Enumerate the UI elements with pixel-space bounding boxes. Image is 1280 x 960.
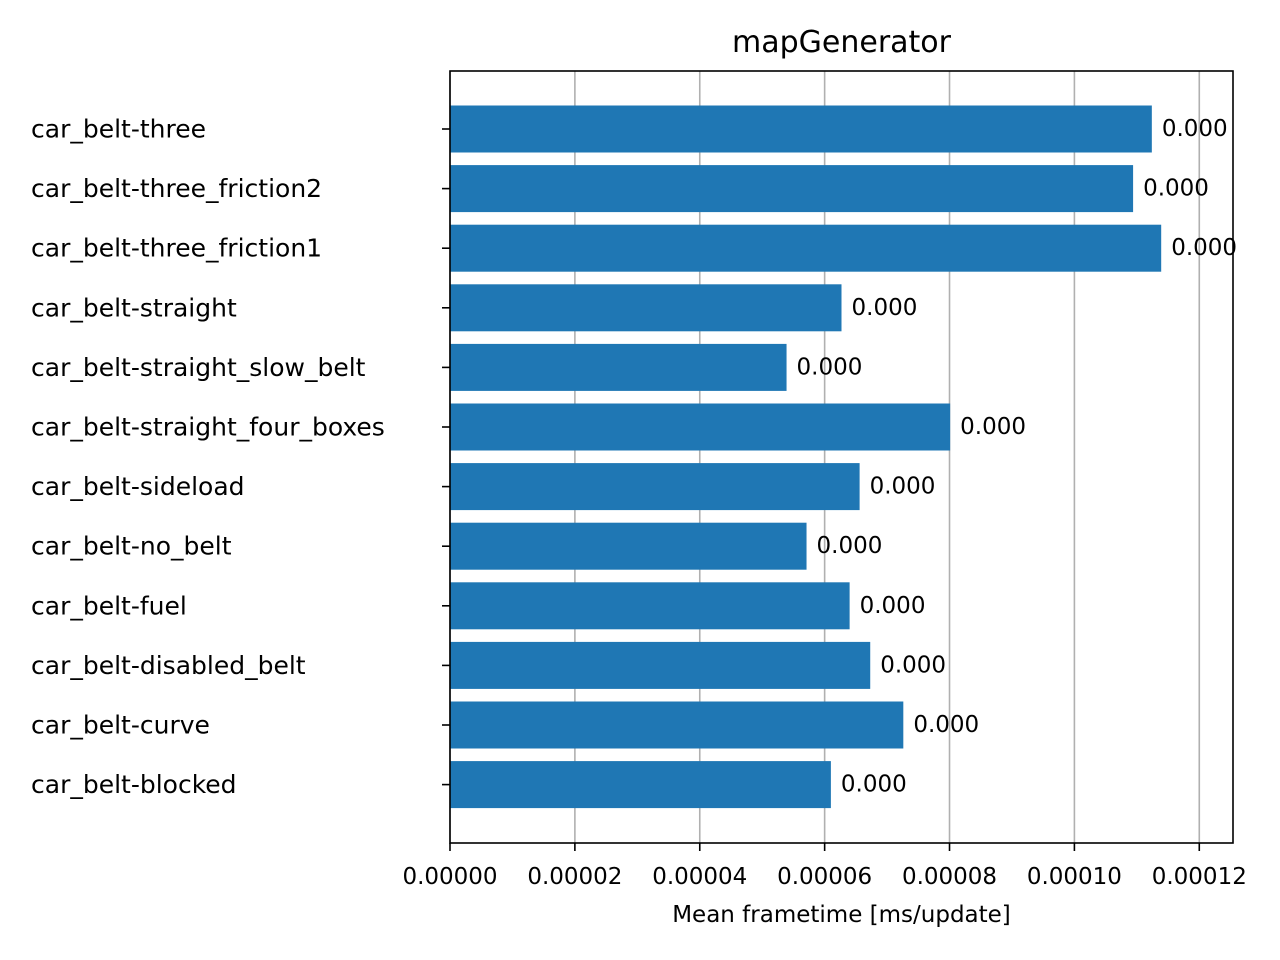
data-label: 0.000 [852,295,918,321]
data-label: 0.000 [841,772,907,798]
x-axis-label: Mean frametime [ms/update] [672,902,1011,928]
x-tick-label: 0.00010 [1027,864,1122,890]
bar [450,343,787,391]
bar [450,224,1162,272]
y-axis: car_belt-three car_belt-three_friction2ca… [31,115,450,799]
x-tick-label: 0.00008 [902,864,997,890]
bar [450,403,951,451]
y-tick-label: car_belt-three_friction1 [31,234,322,263]
x-tick-label: 0.00000 [402,864,497,890]
y-tick-label: car_belt-straight_four_boxes [31,413,385,442]
y-tick-label: car_belt-three [31,115,206,144]
y-tick-label: car_belt-straight_slow_belt [31,353,366,382]
y-tick-label: car_belt-straight [31,293,237,322]
x-axis: 0.00000 0.00002 0.00004 0.00006 0.00008 0.000… [402,843,1247,890]
bar [450,641,871,689]
y-tick-label: car_belt-sideload [31,472,245,501]
data-label: 0.000 [1143,176,1209,202]
y-tick-label: car_belt-fuel [31,591,187,620]
plot-frame [449,70,1234,844]
data-label: 0.000 [870,474,936,500]
y-tick-label: car_belt-no_belt [31,532,232,561]
data-label: 0.000 [860,593,926,619]
chart-title: mapGenerator [732,25,952,60]
bar [450,165,1134,213]
data-labels: 0.000 0.000 0.000 0.000 0.000 0.000 0.000 0.000… [797,116,1238,798]
data-label: 0.000 [1162,116,1228,142]
bar [450,105,1152,153]
y-tick-label: car_belt-curve [31,711,210,740]
bars [450,105,1162,809]
bar [450,761,831,809]
bar [450,284,842,332]
data-label: 0.000 [817,533,883,559]
bar [450,463,860,511]
x-tick-label: 0.00004 [652,864,747,890]
data-label: 0.000 [880,652,946,678]
data-label: 0.000 [960,414,1026,440]
data-label: 0.000 [1171,235,1237,261]
x-tick-label: 0.00002 [527,864,622,890]
x-tick-label: 0.00012 [1152,864,1247,890]
data-label: 0.000 [797,354,863,380]
y-tick-label: car_belt-disabled_belt [31,651,306,680]
y-tick-label: car_belt-blocked [31,770,237,799]
data-label: 0.000 [913,712,979,738]
bar [450,582,850,630]
bar [450,522,807,570]
x-tick-label: 0.00006 [777,864,872,890]
y-tick-label: car_belt-three_friction2 [31,174,322,203]
bar [450,701,904,749]
